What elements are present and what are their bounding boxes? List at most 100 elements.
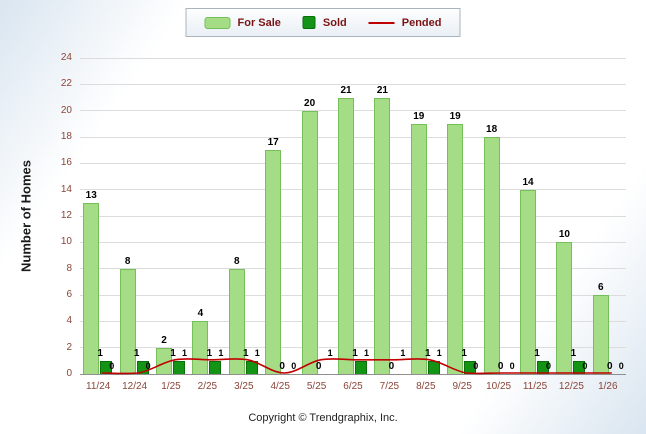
x-tick-label: 12/25 [558,381,584,392]
sold-value-label: 1 [425,347,431,359]
x-tick-label: 8/25 [416,381,436,392]
legend-label-for-sale: For Sale [237,16,281,29]
for-sale-value-label: 2 [161,334,167,346]
x-tick-label: 12/24 [122,381,148,392]
bar-for-sale [338,97,354,374]
for-sale-value-label: 21 [376,84,388,96]
x-tick-label: 11/25 [522,381,548,392]
y-tick-label: 4 [66,315,72,327]
grid-line [80,57,626,59]
for-sale-value-label: 21 [340,84,352,96]
for-sale-value-label: 10 [558,229,570,241]
y-tick-label: 20 [60,104,72,116]
grid-line [80,83,626,85]
x-tick-label: 10/25 [486,381,512,392]
bar-for-sale [410,123,427,374]
bar-for-sale [556,242,573,374]
legend: For Sale Sold Pended [185,8,461,37]
sold-value-label: 0 [388,361,395,372]
x-tick-label: 7/25 [379,381,400,392]
pended-value-label: 1 [400,347,406,358]
for-sale-value-label: 6 [598,282,604,293]
for-sale-value-label: 19 [413,110,425,122]
y-tick-label: 22 [60,78,72,90]
for-sale-value-label: 19 [449,110,461,122]
for-sale-value-label: 13 [85,189,97,201]
pended-value-label: 0 [618,361,624,371]
sold-value-label: 1 [133,347,140,359]
y-tick-label: 16 [60,157,72,169]
pended-value-label: 1 [218,347,224,358]
x-tick-label: 2/25 [197,381,218,392]
pended-value-label: 1 [254,347,260,358]
x-tick-label: 3/25 [234,381,254,392]
y-tick-label: 18 [60,131,72,142]
sold-value-label: 1 [243,347,249,359]
bar-for-sale [374,97,391,374]
sold-value-label: 1 [170,347,176,359]
y-tick-label: 12 [60,210,72,221]
pended-value-label: 1 [436,347,442,358]
bar-for-sale [119,268,136,374]
x-tick-label: 1/25 [161,381,181,392]
y-tick-label: 24 [60,52,72,63]
pended-value-label: 1 [182,347,188,358]
x-tick-label: 5/25 [306,381,327,392]
bar-for-sale [301,110,318,374]
y-tick-label: 14 [60,183,72,195]
bar-for-sale [265,150,282,374]
plot-area: 0 2 4 6 8 10 12 14 16 18 20 22 24 13 1 0 11/24 8 1 0 12/24 2 1… [61,52,626,392]
legend-label-pended: Pended [401,16,442,29]
for-sale-value-label: 8 [234,255,240,267]
pended-value-label: 0 [145,361,151,371]
bar-for-sale [520,189,536,374]
pended-value-label: 1 [364,347,370,358]
for-sale-value-label: 17 [267,137,279,149]
for-sale-value-label: 4 [197,308,204,320]
bar-for-sale [228,268,245,374]
sold-value-label: 1 [97,347,103,359]
for-sale-value-label: 8 [124,255,131,267]
for-sale-value-label: 18 [486,124,498,135]
pended-value-label: 0 [546,361,552,371]
x-tick-label: 11/24 [86,381,111,392]
bar-sold [245,360,258,374]
pended-value-label: 0 [109,361,115,371]
y-tick-label: 8 [66,262,72,274]
x-tick-label: 4/25 [270,381,290,392]
bar-sold [209,360,222,374]
for-sale-swatch-icon [204,16,231,29]
bar-sold [427,360,440,374]
bar-for-sale [83,202,100,374]
x-tick-label: 6/25 [343,381,363,392]
bar-for-sale [483,137,500,374]
pended-value-label: 0 [473,361,479,371]
y-tick-label: 6 [66,289,72,300]
copyright: Copyright © Trendgraphix, Inc. [248,412,398,424]
legend-label-sold: Sold [322,16,347,29]
y-tick-label: 0 [66,368,72,379]
x-tick-label: 1/26 [598,381,618,392]
pended-swatch-icon [368,21,395,24]
y-tick-label: 10 [60,236,72,248]
bar-sold [173,360,185,374]
sold-value-label: 1 [206,347,213,359]
for-sale-value-label: 14 [522,176,534,188]
legend-item-pended: Pended [368,16,442,29]
sold-value-label: 0 [315,361,322,372]
pended-value-label: 0 [582,361,588,371]
sold-value-label: 1 [570,347,577,359]
sold-value-label: 1 [461,347,467,359]
legend-item-sold: Sold [302,16,347,29]
pended-value-label: 0 [291,361,297,371]
bar-for-sale [592,295,609,374]
y-axis-title: Number of Homes [18,160,34,272]
bar-sold [355,360,367,374]
for-sale-value-label: 20 [304,97,316,109]
x-tick-label: 9/25 [452,381,472,392]
sold-swatch-icon [302,16,316,29]
y-tick-label: 2 [66,341,72,353]
pended-value-label: 0 [509,361,515,371]
sold-value-label: 1 [534,347,540,359]
